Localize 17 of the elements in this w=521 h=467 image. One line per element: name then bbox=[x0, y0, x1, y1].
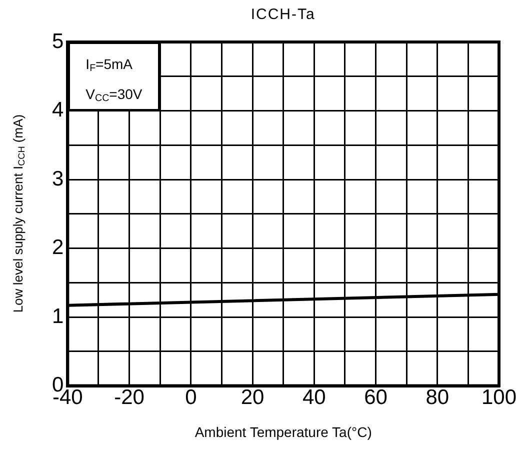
x-tick-label: 0 bbox=[185, 386, 197, 410]
x-axis-title: Ambient Temperature Ta(°C) bbox=[194, 424, 372, 440]
y-tick-label: 4 bbox=[52, 98, 64, 122]
note-box: I$_{F}$=5mA V$_{CC}$=30V bbox=[68, 42, 160, 111]
y-tick-label: 5 bbox=[52, 30, 64, 53]
x-tick-label: 40 bbox=[302, 386, 326, 410]
x-tick-label: -20 bbox=[114, 386, 144, 410]
annotation: V$_{CC}$=30V bbox=[86, 86, 142, 104]
y-tick-label: 2 bbox=[52, 236, 64, 260]
y-tick-label: 3 bbox=[52, 167, 64, 190]
x-tick-label: 80 bbox=[426, 386, 450, 410]
x-tick-label: 60 bbox=[364, 386, 388, 410]
y-tick-label: 1 bbox=[52, 304, 64, 328]
x-tick-label: 100 bbox=[481, 386, 517, 410]
x-tick-label: 20 bbox=[240, 386, 264, 410]
chart-title: ICCH-Ta bbox=[250, 6, 316, 23]
annotation: I$_{F}$=5mA bbox=[86, 56, 133, 74]
